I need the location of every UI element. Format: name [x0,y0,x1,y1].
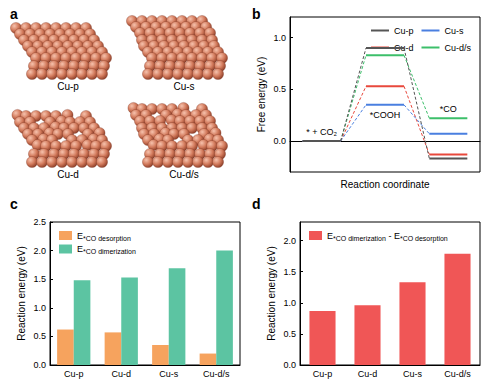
svg-text:Cu-s: Cu-s [159,369,179,379]
svg-text:Cu-d: Cu-d [394,42,414,53]
svg-text:Cu-d/s: Cu-d/s [203,369,230,379]
svg-text:c: c [10,196,18,212]
svg-text:Cu-p: Cu-p [394,26,414,36]
svg-text:2.0: 2.0 [283,236,296,246]
svg-text:0.0: 0.0 [283,360,296,370]
svg-text:0.0: 0.0 [273,136,286,146]
svg-text:Cu-d: Cu-d [358,369,378,379]
svg-text:E: E [77,230,83,241]
svg-text:Cu-s: Cu-s [444,26,464,36]
svg-text:Cu-s: Cu-s [403,369,423,379]
svg-text:1.0: 1.0 [273,33,286,43]
svg-text:0.5: 0.5 [283,329,296,339]
svg-text:*COOH: *COOH [370,110,401,120]
svg-text:Cu-p: Cu-p [57,81,79,92]
svg-text:0.5: 0.5 [33,331,46,341]
svg-text:b: b [252,6,261,22]
svg-text:Cu-d: Cu-d [57,169,79,180]
svg-text:Reaction energy (eV): Reaction energy (eV) [266,246,277,341]
svg-text:E: E [327,230,333,241]
svg-text:1.0: 1.0 [33,303,46,313]
svg-text:*CO: *CO [440,104,457,114]
svg-text:0.5: 0.5 [273,84,286,94]
svg-text:*CO dimerization: *CO dimerization [83,248,136,255]
svg-text:1.5: 1.5 [283,267,296,277]
svg-text:E: E [77,244,83,254]
svg-text:*CO desorption: *CO desorption [400,235,448,243]
svg-text:0.0: 0.0 [33,360,46,370]
svg-text:a: a [10,6,18,22]
svg-text:Reaction energy (eV): Reaction energy (eV) [16,246,27,341]
svg-text:Cu-d/s: Cu-d/s [169,169,198,180]
svg-text:Free energy (eV): Free energy (eV) [256,57,267,133]
svg-text:1.5: 1.5 [33,274,46,284]
svg-text:Cu-p: Cu-p [313,369,333,379]
svg-text:Cu-d/s: Cu-d/s [444,369,471,379]
svg-text:*CO desorption: *CO desorption [83,235,131,243]
svg-text:Cu-d: Cu-d [111,369,131,379]
svg-text:*CO dimerization: *CO dimerization [333,235,386,242]
svg-text:Cu-d/s: Cu-d/s [444,43,471,53]
svg-text:2.0: 2.0 [33,246,46,256]
svg-text:Cu-p: Cu-p [64,369,84,379]
svg-text:E: E [393,230,400,241]
svg-text:d: d [252,196,261,212]
svg-text:Cu-s: Cu-s [173,81,194,92]
svg-text:-: - [386,231,394,241]
svg-text:* + CO₂: * + CO₂ [306,127,337,137]
svg-text:2.5: 2.5 [33,217,46,227]
svg-text:Reaction coordinate: Reaction coordinate [341,179,430,190]
svg-text:1.0: 1.0 [283,298,296,308]
